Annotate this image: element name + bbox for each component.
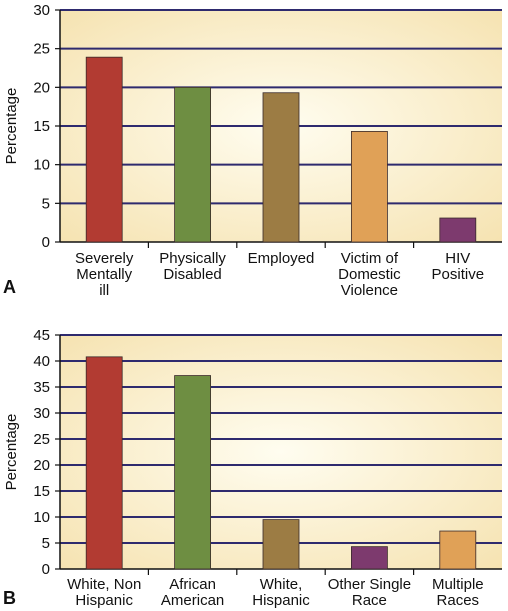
y-tick-label: 15 [33, 483, 50, 500]
y-tick-label: 10 [33, 157, 50, 174]
y-tick-label: 0 [42, 234, 50, 251]
x-tick-label: Multiple Races [432, 576, 484, 609]
x-tick-label: HIV Positive [432, 250, 485, 283]
bar [262, 92, 300, 243]
y-tick-label: 40 [33, 353, 50, 370]
chart-panel-a: 0 5 10 15 20 25 30 Severely Mentally ill Physicall… [3, 2, 502, 299]
bar [262, 519, 300, 570]
y-tick-label: 25 [33, 41, 50, 58]
x-tick-label: White, Hispanic [252, 576, 310, 609]
y-tick-label: 0 [42, 561, 50, 578]
panel-label: A [3, 277, 16, 297]
y-tick-label: 20 [33, 457, 50, 474]
x-tick-label: African American [161, 576, 224, 609]
y-tick-label: 15 [33, 118, 50, 135]
y-tick-label: 45 [33, 327, 50, 344]
x-tick-label: Physically Disabled [159, 250, 226, 283]
x-tick-label: Other Single Race [328, 576, 411, 609]
bar [85, 56, 123, 243]
y-axis-label: Percentage [3, 414, 20, 491]
y-tick-label: 30 [33, 2, 50, 19]
x-tick-label: Employed [248, 250, 315, 267]
y-tick-label: 30 [33, 405, 50, 422]
x-tick-label: Victim of Domestic Violence [338, 250, 401, 299]
bar [174, 375, 212, 570]
x-tick-label: White, Non Hispanic [67, 576, 141, 609]
chart-panel-b: 0 5 10 15 20 25 30 35 40 45 White, Non Hispanic Afri… [3, 327, 502, 609]
y-tick-label: 5 [42, 535, 50, 552]
bar [439, 217, 477, 243]
bar [174, 86, 212, 243]
bar [85, 356, 123, 570]
bar [350, 131, 388, 243]
bar [350, 546, 388, 570]
y-tick-label: 20 [33, 79, 50, 96]
bar [439, 530, 477, 570]
y-tick-label: 5 [42, 195, 50, 212]
panel-label: B [3, 588, 16, 608]
x-tick-label: Severely Mentally ill [75, 250, 134, 299]
y-tick-label: 25 [33, 431, 50, 448]
y-axis-label: Percentage [3, 88, 20, 165]
y-tick-label: 10 [33, 509, 50, 526]
y-tick-label: 35 [33, 379, 50, 396]
